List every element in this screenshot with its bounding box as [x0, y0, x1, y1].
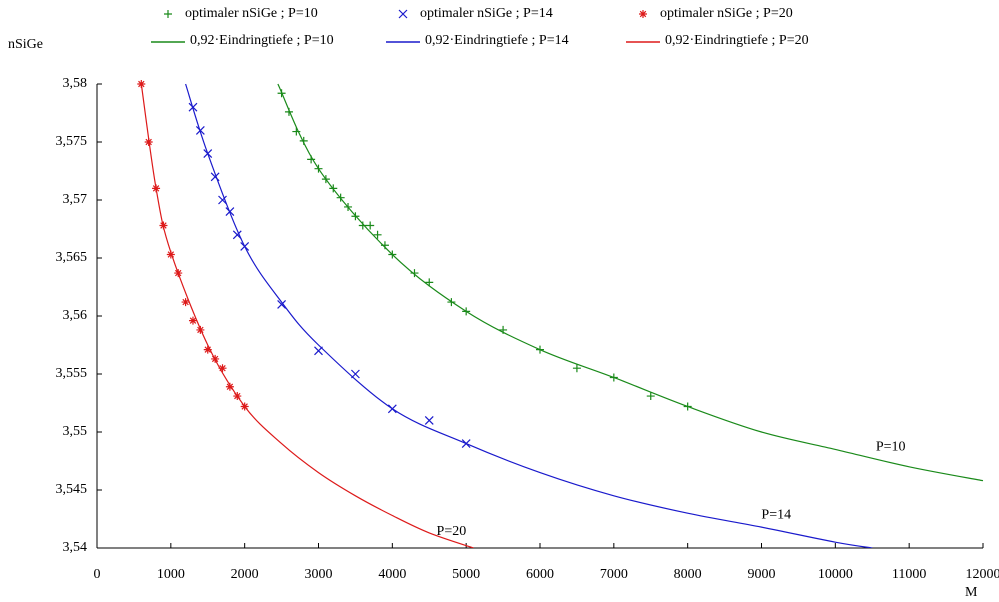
- y-axis-label: nSiGe: [8, 37, 43, 52]
- marker: [366, 221, 375, 230]
- legend-label: optimaler nSiGe ; P=14: [420, 6, 553, 21]
- marker: [181, 298, 190, 307]
- legend-swatch: [398, 9, 408, 19]
- y-tick-label: 3,56: [63, 308, 88, 323]
- marker: [572, 364, 581, 373]
- legend-label: 0,92·Eindringtiefe ; P=20: [665, 33, 809, 48]
- y-tick-label: 3,545: [56, 482, 88, 497]
- marker: [410, 269, 419, 278]
- x-tick-label: 7000: [600, 567, 628, 582]
- legend-label: 0,92·Eindringtiefe ; P=10: [190, 33, 334, 48]
- x-tick-label: 5000: [452, 567, 480, 582]
- annotation: P=10: [876, 439, 906, 454]
- y-tick-label: 3,55: [63, 424, 88, 439]
- legend-label: optimaler nSiGe ; P=20: [660, 6, 793, 21]
- marker: [646, 392, 655, 401]
- marker: [203, 345, 212, 354]
- x-axis-label: M: [965, 585, 978, 600]
- y-tick-label: 3,54: [63, 540, 88, 555]
- y-tick-label: 3,57: [63, 192, 88, 207]
- y-tick-label: 3,58: [63, 76, 88, 91]
- marker: [218, 195, 227, 205]
- x-tick-label: 3000: [305, 567, 333, 582]
- marker: [358, 221, 367, 230]
- marker: [424, 415, 434, 425]
- x-tick-label: 10000: [818, 567, 853, 582]
- x-tick-label: 1000: [157, 567, 185, 582]
- x-tick-label: 4000: [378, 567, 406, 582]
- y-tick-label: 3,575: [56, 134, 88, 149]
- marker: [225, 382, 234, 391]
- y-tick-label: 3,565: [56, 250, 88, 265]
- curve: [277, 83, 984, 482]
- curve: [140, 83, 474, 548]
- y-tick-label: 3,555: [56, 366, 88, 381]
- legend-label: optimaler nSiGe ; P=10: [185, 6, 318, 21]
- x-tick-label: 11000: [892, 567, 926, 582]
- x-tick-label: 6000: [526, 567, 554, 582]
- x-tick-label: 0: [94, 567, 101, 582]
- legend-swatch: [639, 10, 647, 18]
- x-tick-label: 8000: [674, 567, 702, 582]
- marker: [166, 250, 175, 259]
- curve: [185, 83, 873, 548]
- x-tick-label: 12000: [966, 567, 999, 582]
- x-tick-label: 9000: [748, 567, 776, 582]
- marker: [277, 299, 287, 309]
- annotation: P=20: [437, 524, 467, 539]
- marker: [188, 316, 197, 325]
- x-tick-label: 2000: [231, 567, 259, 582]
- legend-swatch: [164, 10, 172, 18]
- legend-label: 0,92·Eindringtiefe ; P=14: [425, 33, 569, 48]
- annotation: P=14: [761, 508, 791, 523]
- marker: [218, 364, 227, 373]
- marker: [373, 230, 382, 239]
